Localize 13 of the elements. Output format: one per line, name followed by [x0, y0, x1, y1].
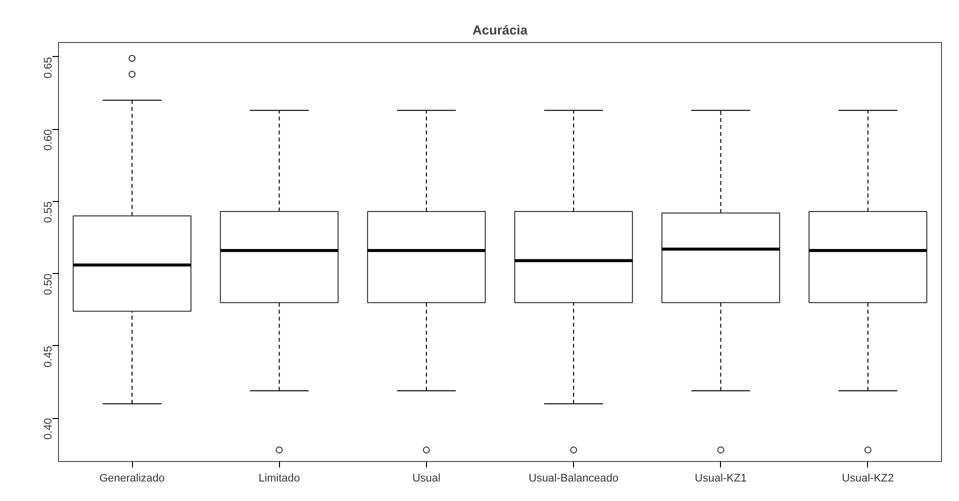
- chart-title: Acurácia: [472, 22, 528, 38]
- y-tick-label: 0.50: [42, 274, 54, 296]
- x-tick-label: Usual-Balanceado: [528, 472, 619, 484]
- x-tick-label: Usual-KZ1: [694, 472, 747, 484]
- y-tick-label: 0.55: [42, 201, 54, 223]
- y-tick-label: 0.45: [42, 346, 54, 368]
- x-tick-label: Usual: [412, 472, 440, 484]
- x-tick-label: Generalizado: [99, 472, 165, 484]
- y-tick-label: 0.60: [42, 129, 54, 151]
- x-tick-label: Limitado: [258, 472, 300, 484]
- x-tick-label: Usual-KZ2: [842, 472, 894, 484]
- y-tick-label: 0.65: [42, 56, 54, 78]
- y-tick-label: 0.40: [42, 418, 54, 440]
